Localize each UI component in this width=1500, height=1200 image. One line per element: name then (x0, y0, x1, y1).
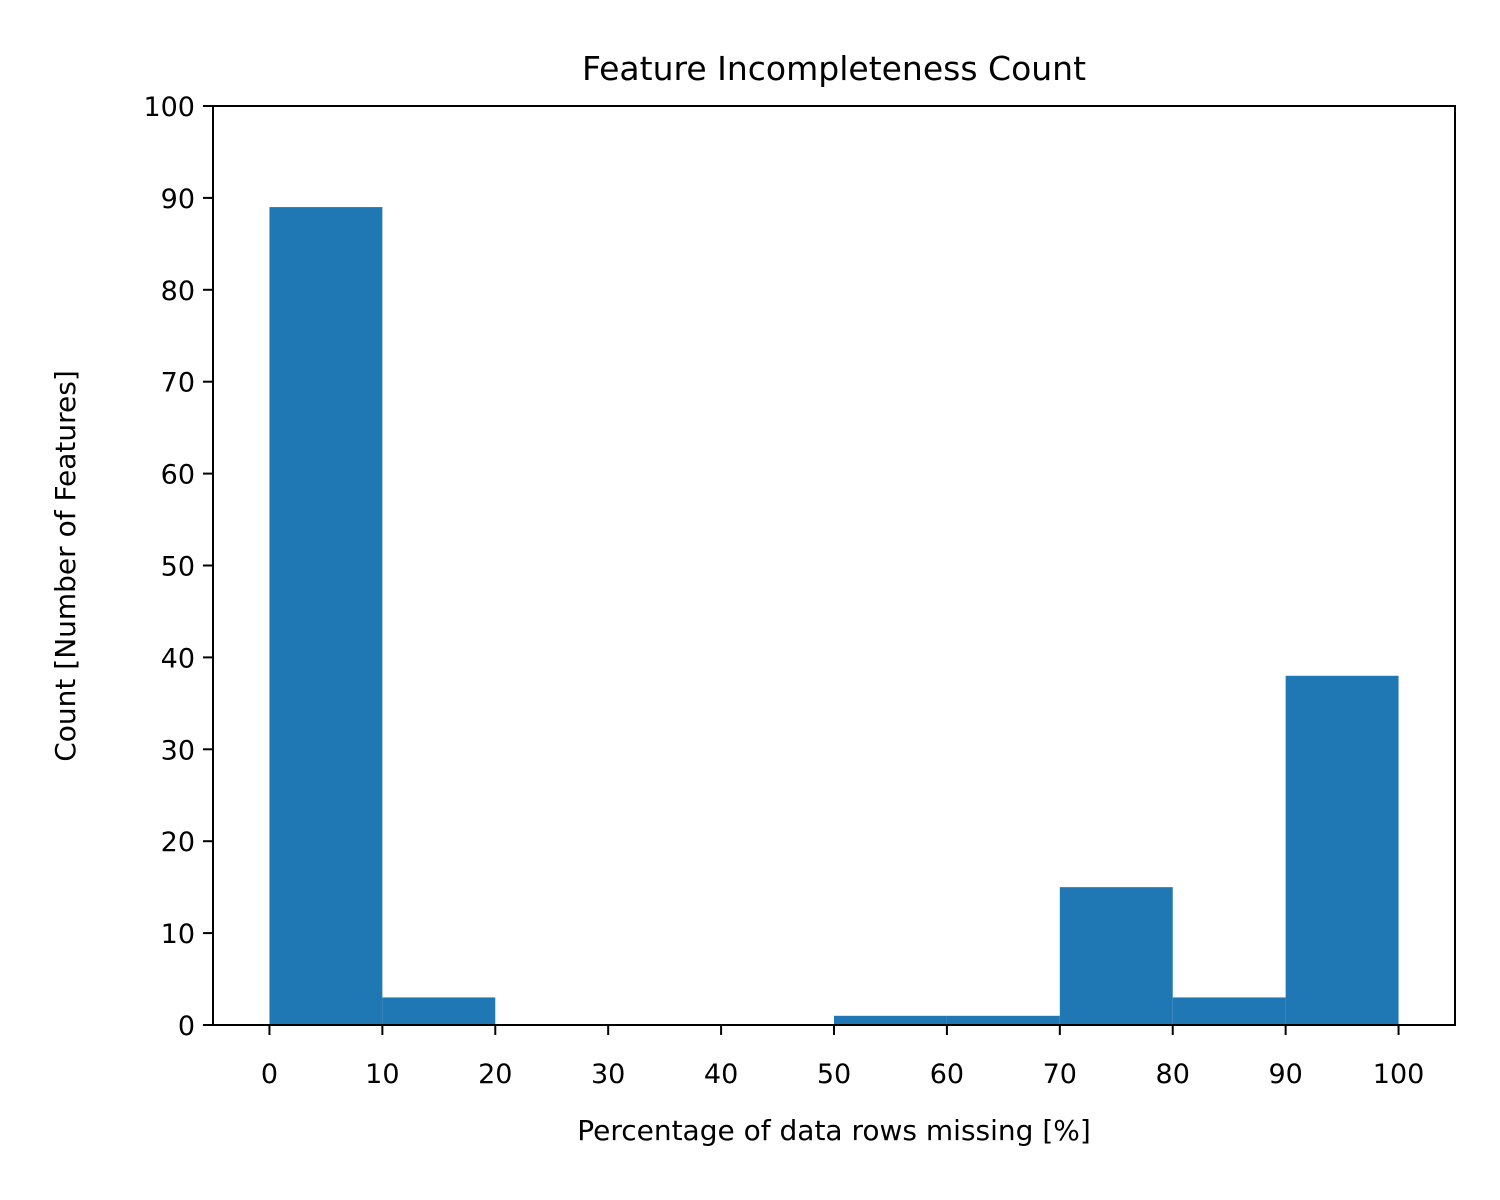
x-tick-label: 60 (930, 1059, 964, 1090)
bar-0-10 (269, 207, 383, 1026)
x-tick-label: 90 (1268, 1059, 1302, 1090)
y-tick-label: 40 (161, 643, 195, 674)
y-tick-label: 90 (161, 184, 195, 215)
y-tick-label: 10 (161, 919, 195, 950)
x-tick-label: 50 (817, 1059, 851, 1090)
y-tick-label: 80 (161, 276, 195, 307)
y-tick-label: 50 (161, 552, 195, 583)
y-tick-label: 0 (178, 1011, 195, 1042)
plot-frame (212, 105, 1456, 1026)
y-tick-label: 60 (161, 460, 195, 491)
bar-10-20 (382, 997, 496, 1025)
x-tick-label: 10 (365, 1059, 399, 1090)
x-tick-label: 70 (1043, 1059, 1077, 1090)
x-axis-label: Percentage of data rows missing [%] (577, 1114, 1091, 1147)
x-tick-label: 40 (704, 1059, 738, 1090)
bar-80-90 (1172, 997, 1286, 1025)
x-tick-label: 0 (261, 1059, 278, 1090)
y-axis-label: Count [Number of Features] (49, 370, 82, 762)
bar-70-80 (1059, 887, 1173, 1025)
x-tick-label: 30 (591, 1059, 625, 1090)
x-axis-ticks: 0 10 20 30 40 50 60 70 80 90 100 (261, 1025, 1424, 1090)
bar-90-100 (1285, 675, 1399, 1025)
chart-title: Feature Incompleteness Count (582, 49, 1086, 88)
bars-group (269, 207, 1399, 1026)
x-tick-label: 80 (1156, 1059, 1190, 1090)
bar-60-70 (946, 1015, 1060, 1025)
x-tick-label: 100 (1373, 1059, 1425, 1090)
y-tick-label: 30 (161, 735, 195, 766)
bar-50-60 (834, 1015, 947, 1025)
x-tick-label: 20 (478, 1059, 512, 1090)
y-tick-label: 20 (161, 827, 195, 858)
y-tick-label: 100 (143, 92, 195, 123)
y-axis-ticks: 0 10 20 30 40 50 60 70 80 90 100 (143, 92, 213, 1042)
y-tick-label: 70 (161, 368, 195, 399)
